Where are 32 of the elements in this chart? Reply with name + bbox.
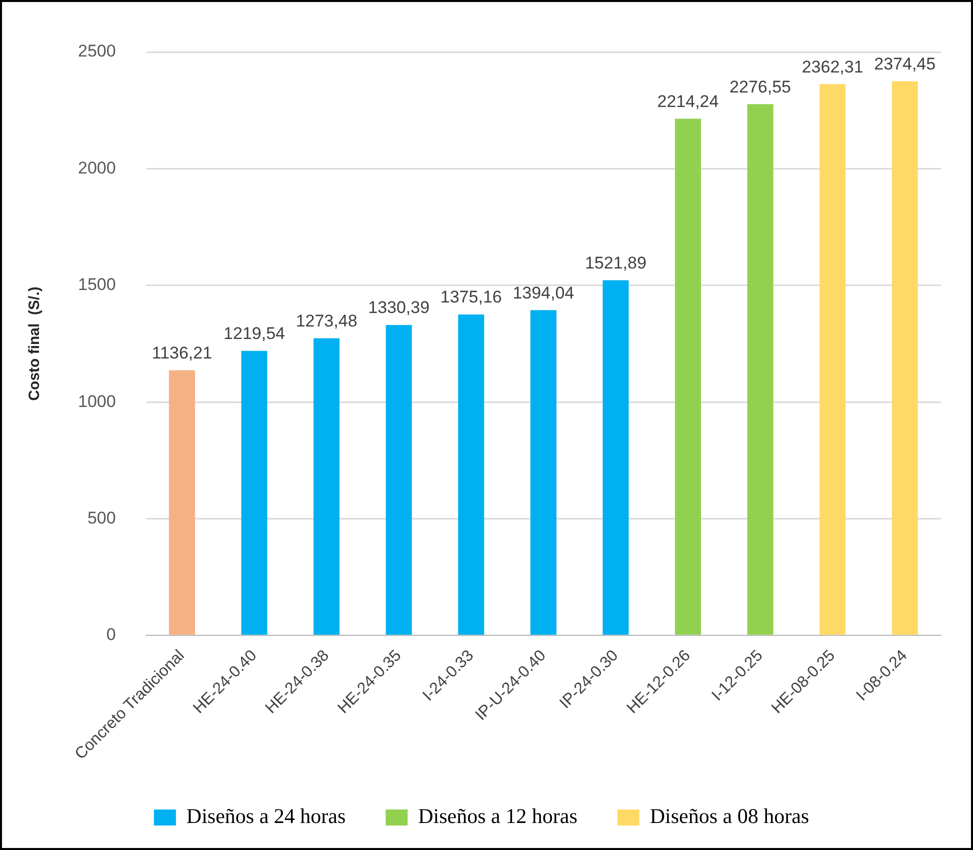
data-label: 2362,31 xyxy=(802,57,864,76)
data-label: 1219,54 xyxy=(224,324,285,344)
data-label: 1136,21 xyxy=(152,343,212,362)
bar xyxy=(747,104,774,635)
y-tick-label: 2500 xyxy=(78,42,116,61)
legend-label: Diseños a 08 horas xyxy=(650,804,810,828)
bar xyxy=(530,310,556,635)
y-axis-title: Costo final (S/.) xyxy=(26,286,44,401)
data-label: 2276,55 xyxy=(730,77,792,96)
bar xyxy=(241,350,268,635)
bar xyxy=(314,338,340,635)
legend-label: Diseños a 24 horas xyxy=(186,804,346,828)
bar xyxy=(820,84,846,635)
data-label: 1330,39 xyxy=(368,298,430,318)
bar xyxy=(602,280,629,635)
legend-label: Diseños a 12 horas xyxy=(418,804,578,828)
y-tick-label: 1000 xyxy=(78,392,116,411)
data-label: 1521,89 xyxy=(584,253,646,272)
y-tick-label: 2000 xyxy=(78,158,116,178)
y-tick-label: 500 xyxy=(87,508,116,528)
bar xyxy=(168,370,195,635)
data-label: 1375,16 xyxy=(440,288,502,307)
bar xyxy=(386,324,412,635)
y-tick-label: 0 xyxy=(106,625,116,644)
bar xyxy=(892,81,918,635)
data-label: 1273,48 xyxy=(296,311,358,330)
bar xyxy=(458,314,484,635)
data-label: 2374,45 xyxy=(874,54,936,74)
data-label: 2214,24 xyxy=(657,92,719,111)
bar xyxy=(674,118,701,635)
y-tick-label: 1500 xyxy=(78,275,116,294)
data-label: 1394,04 xyxy=(512,283,574,302)
